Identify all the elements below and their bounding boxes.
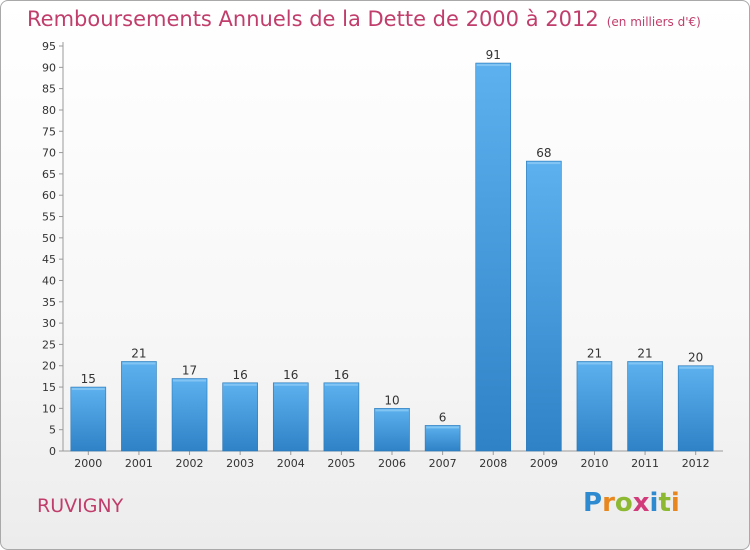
y-tick-label: 80 bbox=[42, 104, 56, 117]
logo-letter: r bbox=[602, 488, 615, 518]
bar-2010 bbox=[576, 361, 613, 452]
y-tick-label: 0 bbox=[49, 445, 56, 458]
y-tick-label: 90 bbox=[42, 61, 56, 74]
bar-highlight bbox=[274, 383, 308, 386]
chart-title-text: Remboursements Annuels de la Dette de 20… bbox=[27, 7, 599, 31]
x-tick-label: 2006 bbox=[378, 457, 406, 470]
data-label: 6 bbox=[439, 410, 447, 424]
y-tick-label: 30 bbox=[42, 317, 56, 330]
bar-highlight bbox=[173, 379, 207, 382]
logo-letter: x bbox=[632, 488, 650, 518]
bar-2007 bbox=[424, 425, 461, 452]
y-tick-label: 45 bbox=[42, 253, 56, 266]
y-tick-label: 50 bbox=[42, 232, 56, 245]
bar-2011 bbox=[627, 361, 663, 452]
data-label: 68 bbox=[536, 146, 551, 160]
chart-title: Remboursements Annuels de la Dette de 20… bbox=[27, 7, 701, 31]
x-tick-label: 2000 bbox=[74, 457, 102, 470]
logo-letter: P bbox=[583, 488, 603, 518]
logo-letter: i bbox=[670, 488, 680, 518]
x-tick-label: 2004 bbox=[277, 457, 305, 470]
x-tick-label: 2008 bbox=[479, 457, 507, 470]
bar-highlight bbox=[476, 64, 510, 67]
bar-2008 bbox=[475, 62, 512, 452]
y-tick-label: 75 bbox=[42, 125, 56, 138]
y-tick-label: 15 bbox=[42, 381, 56, 394]
y-tick-label: 85 bbox=[42, 83, 56, 96]
y-tick-label: 5 bbox=[49, 424, 56, 437]
x-tick-label: 2010 bbox=[580, 457, 608, 470]
bar-2000 bbox=[70, 386, 107, 452]
data-label: 21 bbox=[131, 346, 146, 360]
bars bbox=[70, 62, 714, 452]
data-labels: 15 21 17 16 16 16 10 6 91 68 21 21 20 bbox=[81, 48, 704, 424]
axes: 0 5 10 15 20 25 30 35 40 45 50 55 60 65 70 75 80 85 90 95 20… bbox=[42, 40, 723, 470]
bar-highlight bbox=[375, 409, 409, 412]
logo-letter: o bbox=[614, 488, 633, 518]
data-label: 17 bbox=[182, 364, 197, 378]
x-tick-label: 2002 bbox=[176, 457, 204, 470]
y-tick-label: 35 bbox=[42, 296, 56, 309]
unit-note: (en milliers d'€) bbox=[606, 15, 701, 29]
bar-highlight bbox=[577, 362, 611, 365]
bar-2003 bbox=[222, 382, 258, 452]
data-label: 20 bbox=[688, 351, 703, 365]
logo-letter: t bbox=[658, 488, 671, 518]
x-tick-label: 2005 bbox=[327, 457, 355, 470]
x-tick-label: 2012 bbox=[682, 457, 710, 470]
y-tick-label: 60 bbox=[42, 189, 56, 202]
bar-highlight bbox=[426, 426, 460, 429]
x-tick-label: 2003 bbox=[226, 457, 254, 470]
bar-highlight bbox=[122, 362, 156, 365]
data-label: 21 bbox=[587, 346, 602, 360]
commune-name: RUVIGNY bbox=[37, 495, 124, 517]
data-label: 10 bbox=[384, 393, 399, 407]
logo-letter: i bbox=[649, 488, 659, 518]
y-tick-label: 20 bbox=[42, 360, 56, 373]
bar-chart: 0 5 10 15 20 25 30 35 40 45 50 55 60 65 70 75 80 85 90 95 20… bbox=[42, 40, 723, 470]
data-label: 21 bbox=[637, 346, 652, 360]
bar-highlight bbox=[324, 383, 358, 386]
y-tick-label: 70 bbox=[42, 147, 56, 160]
bar-highlight bbox=[679, 366, 713, 369]
data-label: 91 bbox=[486, 48, 501, 62]
proxiti-logo: Proxiti bbox=[583, 488, 680, 518]
y-tick-label: 95 bbox=[42, 40, 56, 53]
bar-2005 bbox=[323, 382, 360, 452]
bar-highlight bbox=[527, 162, 561, 165]
bar-2004 bbox=[272, 382, 309, 452]
y-tick-label: 65 bbox=[42, 168, 56, 181]
bar-2012 bbox=[677, 365, 714, 452]
bar-highlight bbox=[628, 362, 662, 365]
bar-2002 bbox=[171, 378, 208, 452]
bar-2006 bbox=[374, 408, 410, 452]
x-tick-label: 2007 bbox=[429, 457, 457, 470]
data-label: 16 bbox=[334, 368, 349, 382]
data-label: 16 bbox=[233, 368, 248, 382]
data-label: 15 bbox=[81, 372, 96, 386]
bar-2001 bbox=[121, 361, 157, 452]
y-tick-label: 55 bbox=[42, 211, 56, 224]
bar-2009 bbox=[526, 160, 562, 452]
y-tick-label: 40 bbox=[42, 274, 56, 287]
data-label: 16 bbox=[283, 368, 298, 382]
x-tick-label: 2009 bbox=[530, 457, 558, 470]
x-tick-label: 2011 bbox=[631, 457, 659, 470]
bar-highlight bbox=[223, 383, 257, 386]
y-tick-label: 10 bbox=[42, 402, 56, 415]
y-tick-label: 25 bbox=[42, 338, 56, 351]
x-tick-label: 2001 bbox=[125, 457, 153, 470]
bar-highlight bbox=[71, 388, 105, 391]
